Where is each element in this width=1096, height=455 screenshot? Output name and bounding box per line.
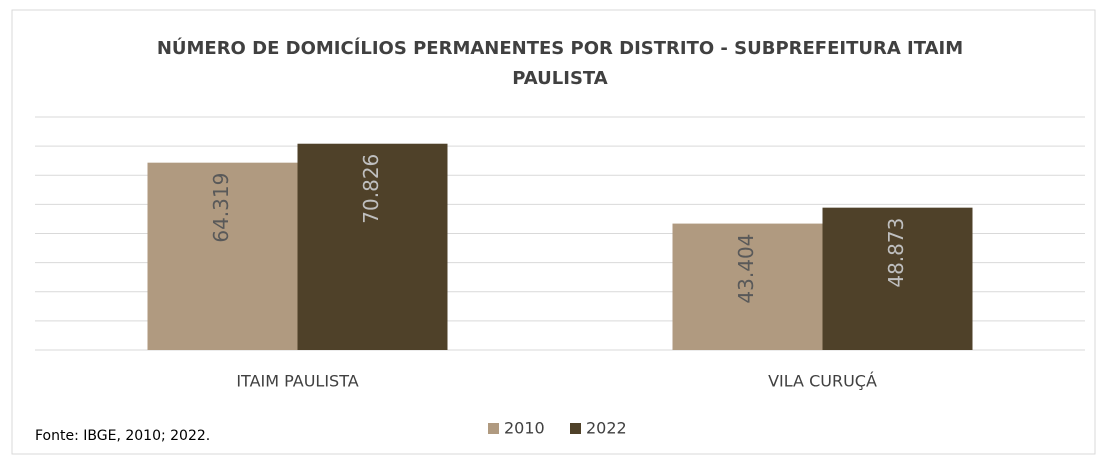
legend-swatch <box>570 423 581 434</box>
source-note: Fonte: IBGE, 2010; 2022. <box>35 428 210 444</box>
data-label: 48.873 <box>884 218 908 288</box>
legend-label: 2022 <box>586 419 627 438</box>
x-tick-label: VILA CURUÇÁ <box>768 372 877 391</box>
data-label: 64.319 <box>209 173 233 243</box>
x-tick-label: ITAIM PAULISTA <box>236 372 358 391</box>
bar <box>147 162 298 350</box>
bar <box>672 223 823 350</box>
bar <box>822 207 973 350</box>
chart-title: NÚMERO DE DOMICÍLIOS PERMANENTES POR DIS… <box>156 38 964 89</box>
legend-swatch <box>488 423 499 434</box>
data-label: 43.404 <box>734 234 758 304</box>
legend-label: 2010 <box>504 419 545 438</box>
data-label: 70.826 <box>359 154 383 224</box>
bar <box>297 143 448 350</box>
